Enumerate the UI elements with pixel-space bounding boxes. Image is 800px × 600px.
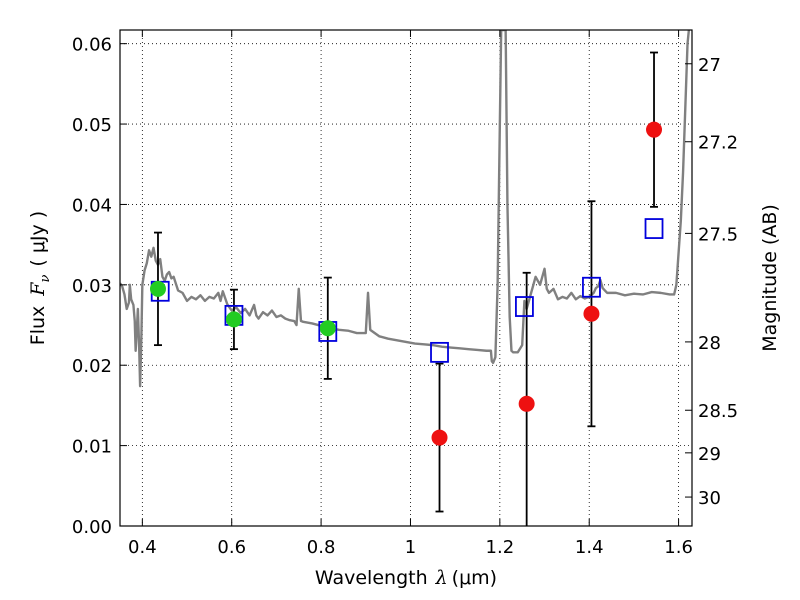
x-axis-unit: (μm) (452, 567, 497, 589)
spectrum-series (120, 30, 691, 388)
y2-tick-label: 27.2 (698, 133, 738, 154)
observed-point (225, 311, 242, 328)
y2-tick-label: 28.5 (698, 401, 738, 422)
model-square-point (582, 276, 601, 298)
x-tick-label: 1 (405, 537, 416, 558)
plot-frame (119, 29, 693, 527)
grid (120, 30, 692, 527)
y-tick-label: 0.02 (72, 356, 112, 377)
y-tick-label: 0.06 (72, 35, 112, 56)
y2-tick-label: 30 (698, 488, 721, 509)
model-square-point (515, 296, 534, 317)
y-axis-title-text: Flux (27, 306, 49, 346)
x-tick-label: 1.4 (575, 537, 604, 558)
model-square-point (644, 218, 664, 239)
x-tick-label: 0.4 (128, 537, 157, 558)
y-tick-label: 0.00 (72, 517, 112, 538)
observed-point (583, 305, 600, 322)
observed-point (431, 429, 448, 446)
y-tick-label: 0.01 (72, 437, 112, 458)
y2-axis-title: Magnitude (AB) (759, 204, 781, 352)
x-tick-label: 0.8 (307, 537, 336, 558)
observed-point (319, 320, 336, 337)
ticks: 0.4 0.6 0.8 1 1.2 1.4 1.6 0.00 0.01 0.02 0.03 0.04 0… (72, 30, 738, 558)
y2-tick-label: 28 (698, 333, 721, 354)
x-axis-title-text: Wavelength (315, 567, 428, 589)
x-tick-label: 0.6 (217, 537, 246, 558)
observed-point (646, 121, 663, 138)
y-axis-subscript: ν (38, 275, 53, 283)
y-axis-symbol: F (27, 282, 49, 297)
y2-tick-label: 27.5 (698, 224, 738, 245)
observed-point (149, 280, 166, 297)
y-axis-unit: ( μJy ) (27, 211, 49, 267)
spectrum-line (120, 30, 691, 388)
x-axis-title: Wavelength λ (μm) (315, 567, 497, 589)
y-tick-label: 0.05 (72, 115, 112, 136)
x-tick-label: 1.6 (664, 537, 693, 558)
x-tick-label: 1.2 (486, 537, 515, 558)
observed-point (518, 395, 535, 412)
x-axis-symbol: λ (435, 567, 448, 589)
y-tick-label: 0.04 (72, 195, 112, 216)
model-square-point (430, 341, 449, 363)
markers (149, 121, 664, 446)
y-axis-title: Flux Fν ( μJy ) (27, 211, 53, 345)
y-tick-label: 0.03 (72, 276, 112, 297)
y2-tick-label: 27 (698, 55, 721, 76)
y2-tick-label: 29 (698, 444, 721, 465)
